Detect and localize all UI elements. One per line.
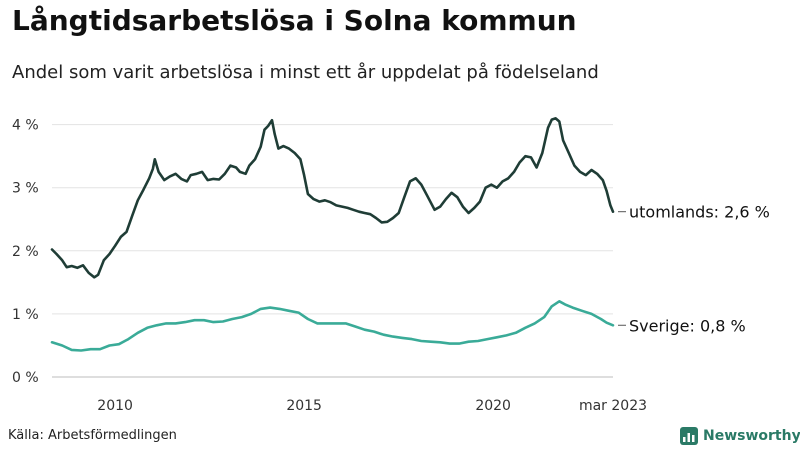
end-label-sverige: Sverige: 0,8 %	[629, 316, 746, 335]
chart-subtitle: Andel som varit arbetslösa i minst ett å…	[12, 62, 599, 83]
brand-name: Newsworthy	[703, 428, 800, 444]
chart-title: Långtidsarbetslösa i Solna kommun	[12, 4, 577, 37]
x-tick-label: 2015	[286, 398, 322, 414]
newsworthy-logo-icon	[680, 427, 698, 445]
line-chart: 0 % 1 % 2 % 3 % 4 % 2010 2015 2020 mar 2023 uto…	[12, 117, 770, 414]
series-end-labels: utomlands: 2,6 % Sverige: 0,8 %	[618, 203, 770, 335]
brand: Newsworthy	[680, 426, 800, 446]
y-tick-label: 3 %	[12, 181, 39, 197]
y-tick-label: 4 %	[12, 118, 39, 134]
y-axis-ticks: 0 % 1 % 2 % 3 % 4 %	[12, 118, 39, 386]
series-line-sverige	[50, 300, 615, 352]
x-tick-label: 2020	[475, 398, 511, 414]
y-tick-label: 0 %	[12, 370, 39, 386]
x-axis-ticks: 2010 2015 2020 mar 2023	[97, 398, 647, 414]
end-label-utomlands: utomlands: 2,6 %	[629, 203, 770, 222]
series-line-utomlands	[50, 117, 615, 279]
grid-lines	[52, 124, 613, 378]
source-note: Källa: Arbetsförmedlingen	[8, 428, 177, 443]
x-tick-label: mar 2023	[579, 398, 647, 414]
y-tick-label: 2 %	[12, 244, 39, 260]
series-lines	[50, 117, 615, 352]
x-tick-label: 2010	[97, 398, 133, 414]
y-tick-label: 1 %	[12, 307, 39, 323]
